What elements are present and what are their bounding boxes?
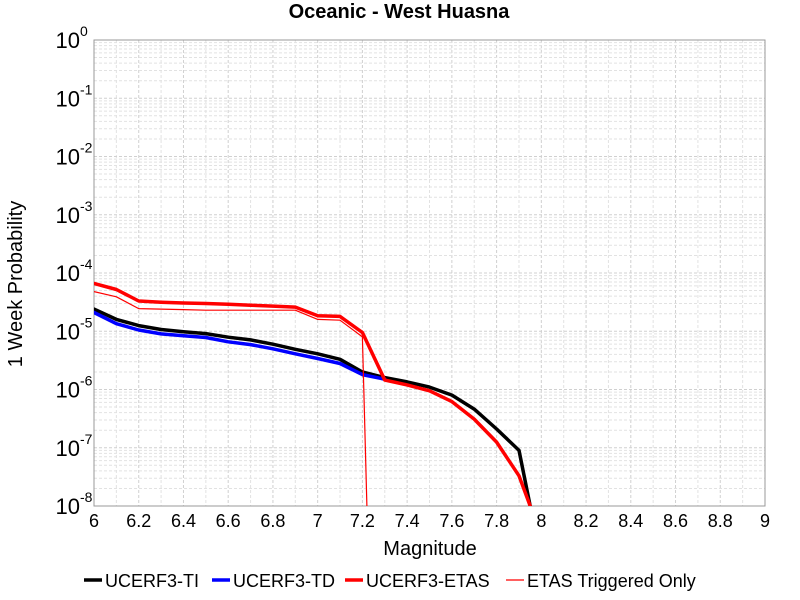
- y-tick-label: 10: [56, 494, 80, 519]
- series-layer: [94, 281, 532, 506]
- y-axis-label: 1 Week Probability: [5, 201, 27, 367]
- y-tick-label: 10: [56, 86, 80, 111]
- x-tick-label: 7.6: [439, 511, 464, 531]
- y-tick-label: 10: [56, 28, 80, 53]
- legend-label: UCERF3-TD: [233, 571, 335, 591]
- y-tick-label: 10: [56, 145, 80, 170]
- legend-label: UCERF3-TI: [105, 571, 199, 591]
- series-line-2: [94, 310, 387, 381]
- y-tick-exponent: -4: [80, 256, 93, 272]
- series-line-1: [94, 307, 532, 506]
- x-axis-ticks: 6 6.2 6.4 6.6 6.8 7 7.2 7.4 7.6 7.8 8 8.2 8.4 8.6 8.8 9: [89, 511, 770, 531]
- legend: UCERF3-TI UCERF3-TD UCERF3-ETAS ETAS Trigge…: [84, 571, 696, 591]
- y-tick-exponent: -7: [80, 431, 93, 447]
- x-axis-label: Magnitude: [383, 538, 476, 560]
- legend-label: ETAS Triggered Only: [527, 571, 696, 591]
- chart-title: Oceanic - West Huasna: [289, 1, 511, 23]
- x-tick-label: 6.4: [171, 511, 196, 531]
- y-tick-exponent: -2: [80, 140, 93, 156]
- x-tick-label: 8.6: [663, 511, 688, 531]
- legend-label: UCERF3-ETAS: [366, 571, 490, 591]
- y-tick-exponent: 0: [80, 23, 88, 39]
- x-tick-label: 7: [313, 511, 323, 531]
- y-tick-exponent: -6: [80, 373, 93, 389]
- x-tick-label: 6.2: [126, 511, 151, 531]
- y-tick-exponent: -5: [80, 314, 93, 330]
- x-tick-label: 6.6: [216, 511, 241, 531]
- grid: [94, 40, 765, 506]
- x-tick-label: 6: [89, 511, 99, 531]
- x-tick-label: 9: [760, 511, 770, 531]
- x-tick-label: 7.4: [395, 511, 420, 531]
- x-tick-label: 8.8: [708, 511, 733, 531]
- y-tick-label: 10: [56, 319, 80, 344]
- y-tick-exponent: -8: [80, 489, 93, 505]
- series-line-4: [94, 291, 368, 506]
- y-tick-label: 10: [56, 436, 80, 461]
- x-tick-label: 8.4: [618, 511, 643, 531]
- x-tick-label: 8: [536, 511, 546, 531]
- y-tick-label: 10: [56, 378, 80, 403]
- x-tick-label: 7.8: [484, 511, 509, 531]
- y-tick-label: 10: [56, 261, 80, 286]
- y-tick-exponent: -1: [80, 81, 93, 97]
- y-tick-exponent: -3: [80, 198, 93, 214]
- y-tick-label: 10: [56, 203, 80, 228]
- series-line-3: [94, 281, 532, 506]
- x-tick-label: 8.2: [574, 511, 599, 531]
- plot-area: [93, 39, 766, 507]
- x-tick-label: 7.2: [350, 511, 375, 531]
- x-tick-label: 6.8: [260, 511, 285, 531]
